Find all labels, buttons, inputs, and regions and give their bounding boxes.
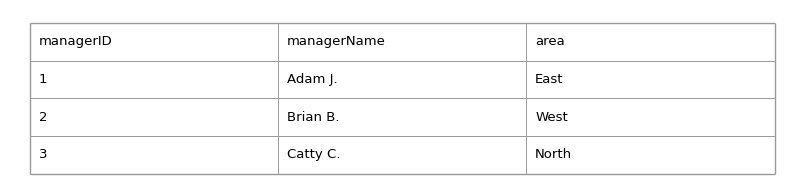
Bar (30, 98, 278, 136)
Bar (30, 61, 278, 98)
Bar (526, 23, 775, 61)
Text: North: North (535, 148, 572, 161)
Text: 2: 2 (39, 111, 47, 124)
Bar (278, 98, 526, 136)
Text: East: East (535, 73, 564, 86)
Bar (278, 23, 526, 61)
Text: Catty C.: Catty C. (287, 148, 341, 161)
Bar (526, 61, 775, 98)
Bar (526, 136, 775, 174)
Text: area: area (535, 36, 565, 48)
Text: 3: 3 (39, 148, 47, 161)
Text: managerID: managerID (39, 36, 113, 48)
Bar (30, 23, 278, 61)
Text: West: West (535, 111, 568, 124)
Text: Brian B.: Brian B. (287, 111, 340, 124)
Text: 1: 1 (39, 73, 47, 86)
Bar (278, 61, 526, 98)
Text: managerName: managerName (287, 36, 386, 48)
Text: Adam J.: Adam J. (287, 73, 337, 86)
Bar (526, 98, 775, 136)
Bar (30, 136, 278, 174)
Bar (278, 136, 526, 174)
